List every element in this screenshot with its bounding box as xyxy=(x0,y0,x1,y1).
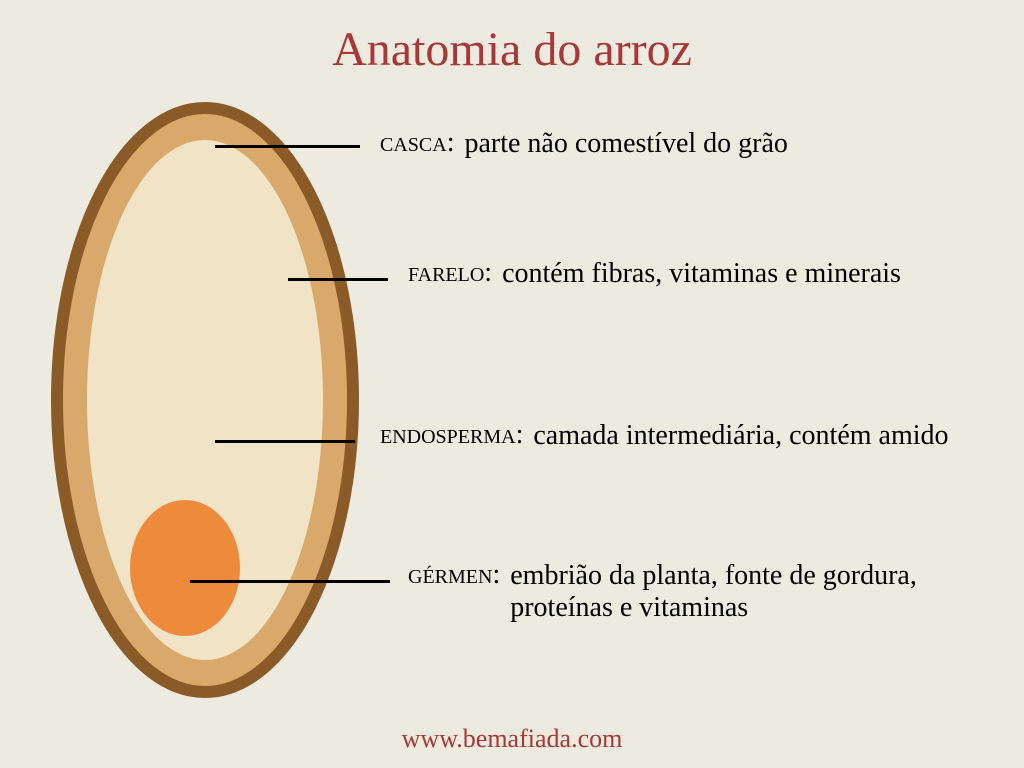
label-casca: casca: parte não comestível do grão xyxy=(380,128,788,160)
label-farelo: farelo: contém fibras, vitaminas e miner… xyxy=(408,258,901,290)
page-title: Anatomia do arroz xyxy=(0,22,1024,77)
label-germen-key: gérmen: xyxy=(408,560,500,591)
rice-grain-diagram xyxy=(50,100,360,700)
label-germen-desc: embrião da planta, fonte de gordura, pro… xyxy=(510,560,930,624)
label-endosperma-desc: camada intermediária, contém amido xyxy=(533,420,948,452)
line-casca xyxy=(215,145,360,148)
line-endosperma xyxy=(215,440,355,443)
line-farelo xyxy=(288,278,388,281)
label-casca-key: casca: xyxy=(380,128,454,159)
line-germen xyxy=(190,580,390,583)
label-germen: gérmen: embrião da planta, fonte de gord… xyxy=(408,560,930,624)
germen-layer xyxy=(130,500,240,636)
label-casca-desc: parte não comestível do grão xyxy=(464,128,787,160)
label-endosperma: endosperma: camada intermediária, contém… xyxy=(380,420,949,452)
label-endosperma-key: endosperma: xyxy=(380,420,523,451)
label-farelo-desc: contém fibras, vitaminas e minerais xyxy=(502,258,901,290)
footer-url: www.bemafiada.com xyxy=(0,724,1024,754)
label-farelo-key: farelo: xyxy=(408,258,492,289)
